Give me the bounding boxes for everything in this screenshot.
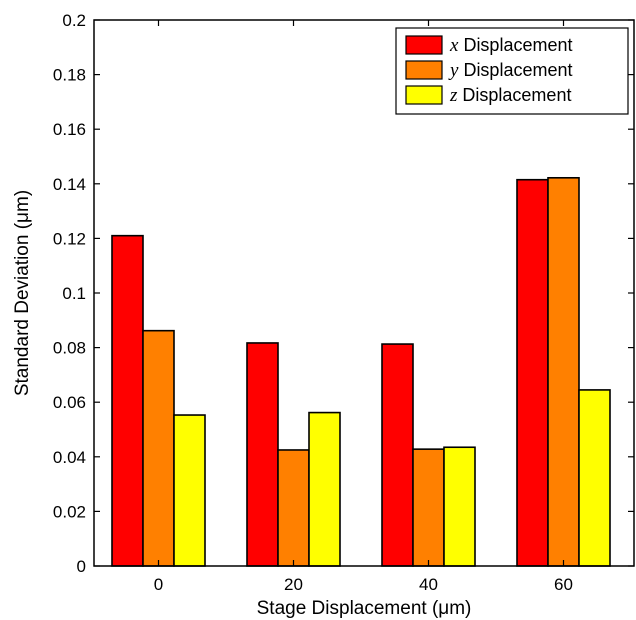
x-tick-label: 20 xyxy=(284,575,303,594)
y-tick-label: 0.16 xyxy=(53,120,86,139)
y-tick-label: 0 xyxy=(77,557,86,576)
bar-y-40 xyxy=(412,448,445,567)
y-tick-label: 0.04 xyxy=(53,448,86,467)
y-tick-label: 0.1 xyxy=(62,284,86,303)
legend-label: Displacement xyxy=(457,85,571,105)
y-tick-label: 0.02 xyxy=(53,502,86,521)
y-axis-label: Standard Deviation (μm) xyxy=(12,190,33,396)
legend-variable: x xyxy=(449,35,459,56)
bar-z-40 xyxy=(443,446,476,567)
legend-entry-y: y Displacement xyxy=(448,60,572,81)
x-tick-label: 40 xyxy=(419,575,438,594)
legend-entry-z: z Displacement xyxy=(449,85,571,106)
y-tick-label: 0.12 xyxy=(53,229,86,248)
bar-y-20 xyxy=(277,449,310,567)
bars xyxy=(111,176,611,567)
bar-x-20 xyxy=(246,342,279,567)
legend-swatch-z xyxy=(405,85,443,105)
bar-z-60 xyxy=(578,389,611,567)
bar-y-60 xyxy=(547,176,580,567)
bar-z-20 xyxy=(308,411,341,567)
bar-y-0 xyxy=(142,329,175,567)
bar-x-0 xyxy=(111,234,144,567)
y-tick-label: 0.2 xyxy=(62,11,86,30)
x-axis-label: Stage Displacement (μm) xyxy=(257,598,472,619)
legend-swatch-y xyxy=(405,60,443,80)
bar-x-40 xyxy=(381,343,414,567)
y-tick-label: 0.08 xyxy=(53,339,86,358)
y-tick-label: 0.14 xyxy=(53,175,86,194)
bar-z-0 xyxy=(173,414,206,567)
legend-variable: y xyxy=(448,60,459,81)
legend-swatch-x xyxy=(405,35,443,55)
x-tick-label: 60 xyxy=(554,575,573,594)
bar-x-60 xyxy=(516,178,549,567)
legend-label: Displacement xyxy=(458,60,572,80)
y-axis-ticks: 0 0.02 0.04 0.06 0.08 0.1 0.12 0.14 0.16 0.18 0.2 xyxy=(53,11,634,576)
plot-area-frame xyxy=(93,19,635,567)
legend-variable: z xyxy=(449,85,458,106)
legend-label: Displacement xyxy=(458,35,572,55)
x-tick-label: 0 xyxy=(154,575,163,594)
x-axis-ticks: 0 20 40 60 xyxy=(154,20,573,594)
y-tick-label: 0.18 xyxy=(53,66,86,85)
y-tick-label: 0.06 xyxy=(53,393,86,412)
legend-entry-x: x Displacement xyxy=(449,35,572,56)
